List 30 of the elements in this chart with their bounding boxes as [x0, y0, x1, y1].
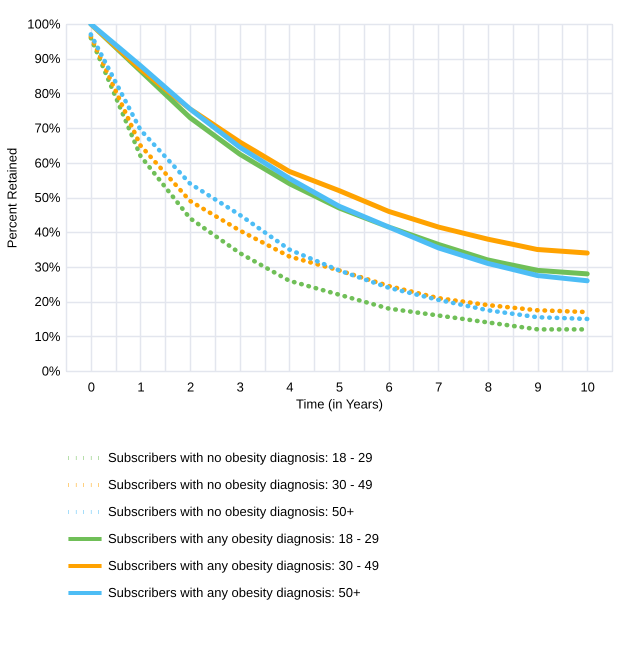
x-tick-label: 7	[435, 380, 442, 394]
y-tick-label: 90%	[34, 51, 61, 66]
y-tick-label: 50%	[34, 190, 61, 205]
y-tick-label: 70%	[34, 120, 61, 136]
y-tick-label: 30%	[34, 259, 61, 274]
legend-label: Subscribers with no obesity diagnosis: 18 - 29	[108, 450, 372, 465]
x-tick-label: 5	[336, 380, 344, 394]
y-tick-label: 40%	[34, 224, 61, 240]
legend-label: Subscribers with any obesity diagnosis: 30 - 49	[108, 558, 379, 573]
x-tick-label: 8	[484, 380, 492, 394]
legend-label: Subscribers with no obesity diagnosis: 50+	[108, 504, 354, 519]
x-tick-label: 9	[534, 380, 542, 394]
legend-label: Subscribers with no obesity diagnosis: 30 - 49	[108, 477, 372, 492]
y-tick-label: 20%	[34, 294, 61, 310]
y-tick-label: 80%	[34, 86, 61, 101]
y-tick-label: 10%	[34, 328, 61, 344]
x-tick-label: 2	[186, 380, 194, 394]
x-tick-label: 0	[88, 380, 95, 394]
y-axis-title: Percent Retained	[4, 148, 20, 248]
x-tick-label: 1	[137, 380, 145, 394]
x-axis-title: Time (in Years)	[296, 396, 383, 412]
legend-label: Subscribers with any obesity diagnosis: 18 - 29	[108, 531, 379, 546]
x-tick-label: 4	[286, 380, 294, 394]
x-tick-label: 6	[386, 380, 393, 394]
legend-label: Subscribers with any obesity diagnosis: 50+	[108, 585, 361, 600]
x-tick-label: 3	[236, 380, 244, 394]
y-tick-label: 0%	[42, 364, 61, 378]
x-tick-label: 10	[580, 380, 595, 394]
y-tick-label: 100%	[27, 16, 61, 32]
y-tick-label: 60%	[34, 155, 61, 170]
